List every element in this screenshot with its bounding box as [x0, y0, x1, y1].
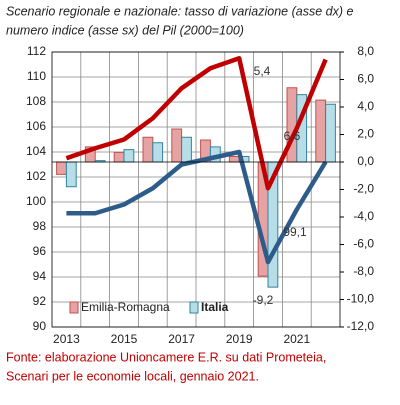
- y2-tick-label: 6,0: [357, 72, 374, 86]
- y2-tick-label: 0,0: [357, 154, 374, 168]
- y2-tick-label: -12,0: [347, 319, 375, 333]
- y2-tick-label: -10,0: [347, 292, 375, 306]
- y2-tick-label: -6,0: [353, 237, 374, 251]
- x-tick-label: 2019: [226, 332, 253, 346]
- y-tick-label: 110: [27, 69, 46, 83]
- y2-tick-label: 2,0: [357, 127, 374, 141]
- bar: [65, 161, 77, 188]
- legend-label: Emilia-Romagna: [81, 300, 170, 314]
- y2-tick-label: 8,0: [357, 44, 374, 58]
- y-tick-label: 96: [33, 244, 47, 258]
- y-tick-label: 98: [33, 219, 47, 233]
- y2-tick-label: -8,0: [353, 264, 374, 278]
- plot-frame: [51, 51, 341, 328]
- x-tick-label: 2021: [283, 332, 310, 346]
- bar: [286, 87, 298, 163]
- y-tick-label: 92: [33, 294, 47, 308]
- line: [66, 149, 328, 265]
- y2-tick-label: -2,0: [353, 182, 374, 196]
- annotation: 5,4: [254, 64, 271, 78]
- legend-swatch: [189, 301, 199, 314]
- footer: Fonte: elaborazione Unioncamere E.R. su …: [6, 350, 326, 364]
- y-tick-label: 104: [26, 144, 46, 158]
- y-tick-label: 106: [26, 119, 46, 133]
- bar: [181, 136, 192, 163]
- legend-label: Italia: [201, 300, 229, 314]
- legend-swatch: [69, 301, 79, 314]
- y-tick-label: 94: [33, 269, 47, 283]
- bar: [142, 136, 154, 163]
- bar: [171, 128, 183, 163]
- y-tick-label: 108: [26, 94, 46, 108]
- line: [65, 56, 328, 191]
- y-tick-label: 100: [26, 194, 46, 208]
- y-tick-label: 102: [26, 169, 46, 183]
- x-tick-label: 2017: [168, 332, 195, 346]
- chart-title: numero indice (asse sx) del Pil (2000=10…: [6, 23, 244, 37]
- y-tick-label: 112: [27, 44, 46, 58]
- y2-tick-label: -4,0: [353, 209, 374, 223]
- x-tick-label: 2013: [53, 332, 80, 346]
- bar: [113, 151, 125, 163]
- chart-title: Scenario regionale e nazionale: tasso di…: [6, 4, 353, 18]
- bar: [56, 161, 67, 175]
- y-tick-label: 90: [33, 319, 47, 333]
- footer: Scenari per le economie locali, gennaio …: [6, 369, 259, 383]
- bar: [315, 99, 327, 163]
- annotation: 99,1: [283, 225, 307, 239]
- y2-tick-label: 4,0: [357, 99, 374, 113]
- annotation: -9,2: [253, 293, 274, 307]
- bar: [123, 149, 135, 163]
- bar: [152, 142, 164, 163]
- bar: [228, 156, 240, 163]
- x-tick-label: 2015: [111, 332, 138, 346]
- bar: [325, 103, 336, 163]
- annotation: 6,6: [284, 129, 301, 143]
